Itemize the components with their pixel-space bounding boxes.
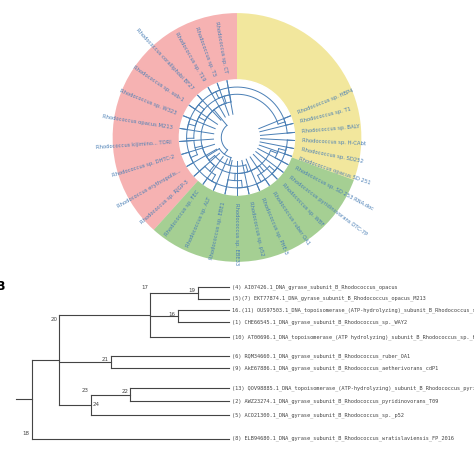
Text: Rhodococcus sp. RJGP-3: Rhodococcus sp. RJGP-3 <box>140 179 190 225</box>
Text: Rhodococcus sp. ALT: Rhodococcus sp. ALT <box>186 196 213 248</box>
Circle shape <box>179 80 295 195</box>
Text: 21: 21 <box>101 357 109 362</box>
Text: (4) AI07426.1_DNA_gyrase_subunit_B_Rhodococcus_opacus: (4) AI07426.1_DNA_gyrase_subunit_B_Rhodo… <box>232 284 398 290</box>
Text: Rhodococcus sp. W323: Rhodococcus sp. W323 <box>119 88 177 115</box>
Text: (13) QOV98885.1_DNA_topoisomerase_(ATP-hydrolyzing)_subunit_B_Rhodococcus_pyridi: (13) QOV98885.1_DNA_topoisomerase_(ATP-h… <box>232 385 474 391</box>
Text: Rhodococcus sp. FEC: Rhodococcus sp. FEC <box>164 189 201 237</box>
Wedge shape <box>154 137 354 262</box>
Text: (9) AkE67886.1_DNA_gyrase_subunit_B_Rhodococcus_aetherivorans_cdP1: (9) AkE67886.1_DNA_gyrase_subunit_B_Rhod… <box>232 365 438 371</box>
Text: 19: 19 <box>189 288 195 293</box>
Text: 24: 24 <box>93 402 100 407</box>
Text: 16.(11) OUS97503.1_DNA_topoisomerase_(ATP-hydrolyzing)_subunit_B_Rhodococcus_sp.: 16.(11) OUS97503.1_DNA_topoisomerase_(AT… <box>232 308 474 313</box>
Text: Rhodococcus sp. T3: Rhodococcus sp. T3 <box>194 26 217 77</box>
Text: Rhodococcus sp. HBP4: Rhodococcus sp. HBP4 <box>297 88 354 115</box>
Text: Rhodococcus sp. EBE33: Rhodococcus sp. EBE33 <box>235 203 239 265</box>
Text: Rhodococcus sp. WBF: Rhodococcus sp. WBF <box>281 183 324 228</box>
Text: Rhodococcus opacus M213: Rhodococcus opacus M213 <box>102 114 173 130</box>
Text: Rhodococcus sp. SD252: Rhodococcus sp. SD252 <box>301 147 364 164</box>
Text: 20: 20 <box>50 317 57 322</box>
Text: Rhodococcus sp. EBE1: Rhodococcus sp. EBE1 <box>209 201 226 260</box>
Text: Rhodococcus kijimino... TORI: Rhodococcus kijimino... TORI <box>96 139 172 150</box>
Text: Rhodococcus coralliphobi BF27: Rhodococcus coralliphobi BF27 <box>135 28 194 91</box>
Text: 18: 18 <box>23 431 29 436</box>
Text: Rhodococcus sp. DHTC-2: Rhodococcus sp. DHTC-2 <box>111 154 175 178</box>
Text: Rhodococcus sp. T1: Rhodococcus sp. T1 <box>300 107 352 124</box>
Wedge shape <box>237 13 361 180</box>
Text: (10) AT00696.1_DNA_topoisomerase_(ATP hydrolyzing)_subunit_B_Rhodococcus_sp._H.C: (10) AT00696.1_DNA_topoisomerase_(ATP hy… <box>232 335 474 340</box>
Text: Rhodococcus sp. sob-1: Rhodococcus sp. sob-1 <box>132 65 184 103</box>
Text: (2) AWZ23274.1_DNA_gyrase_subunit_B_Rhodococcus_pyridinovorans_T09: (2) AWZ23274.1_DNA_gyrase_subunit_B_Rhod… <box>232 399 438 404</box>
Text: Rhodococcus pyridinovorans DTC-7P: Rhodococcus pyridinovorans DTC-7P <box>288 175 368 237</box>
Text: Rhodococcus erythropolis...: Rhodococcus erythropolis... <box>116 168 182 209</box>
Text: 22: 22 <box>121 389 128 394</box>
Text: 23: 23 <box>82 388 89 393</box>
Text: (5) ACO21300.1_DNA_gyrase_subunit_B_Rhodococcus_sp._p52: (5) ACO21300.1_DNA_gyrase_subunit_B_Rhod… <box>232 412 404 418</box>
Text: Rhodococcus sp. BALY: Rhodococcus sp. BALY <box>302 124 360 134</box>
Text: B: B <box>0 280 6 293</box>
Text: 16: 16 <box>169 312 176 317</box>
Text: (6) RQM34660.1_DNA_gyrase_subunit_B_Rhodococcus_ruber_OA1: (6) RQM34660.1_DNA_gyrase_subunit_B_Rhod… <box>232 353 410 359</box>
Text: Rhodococcus opacus SD 251: Rhodococcus opacus SD 251 <box>298 156 371 186</box>
Text: Rhodococcus sp. CT: Rhodococcus sp. CT <box>214 21 228 73</box>
Text: Rhodococcus sp. SD 253 RNA.doc: Rhodococcus sp. SD 253 RNA.doc <box>293 166 374 212</box>
Text: Rhodococcus sp. PHE-3: Rhodococcus sp. PHE-3 <box>260 197 289 255</box>
Text: Rhodococcus sp. p52: Rhodococcus sp. p52 <box>248 201 264 256</box>
Text: (1) CHE66545.1_DNA_gyrase_subunit_B_Rhodococcus_sp._WAY2: (1) CHE66545.1_DNA_gyrase_subunit_B_Rhod… <box>232 319 407 325</box>
Text: Rhodococcus ruber OA1: Rhodococcus ruber OA1 <box>272 191 311 246</box>
Text: Rhodococcus sp. T19: Rhodococcus sp. T19 <box>174 31 207 82</box>
Text: Rhodococcus sp. H-CAbt: Rhodococcus sp. H-CAbt <box>302 138 366 147</box>
Text: (8) ELB94680.1_DNA_gyrase_subunit_B_Rhodococcus_wratislaviensis_FP_2016: (8) ELB94680.1_DNA_gyrase_subunit_B_Rhod… <box>232 436 454 441</box>
Text: (5)(7) EKT77874.1_DNA_gyrase_subunit_B_Rhodococcus_opacus_M213: (5)(7) EKT77874.1_DNA_gyrase_subunit_B_R… <box>232 296 426 301</box>
Wedge shape <box>113 13 237 230</box>
Text: 17: 17 <box>141 285 148 290</box>
